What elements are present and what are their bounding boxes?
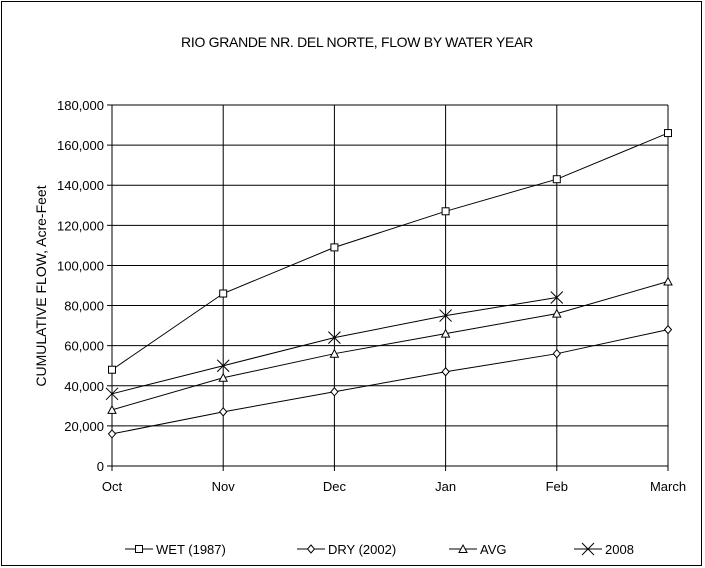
series-line	[111, 281, 669, 411]
y-tick-label: 120,000	[57, 218, 104, 233]
marker-square	[108, 365, 116, 374]
series-2	[107, 276, 673, 414]
marker-diamond	[306, 544, 316, 554]
marker-triangle	[663, 276, 673, 286]
x-tick-label: Jan	[435, 479, 456, 494]
marker-triangle	[551, 308, 562, 318]
y-tick-label: 40,000	[64, 379, 104, 394]
legend-item: AVG	[449, 542, 507, 557]
legend-label: WET (1987)	[156, 542, 226, 557]
marker-x	[581, 542, 595, 556]
series-3	[105, 291, 564, 401]
marker-x-stroke	[105, 387, 119, 401]
marker-x	[550, 291, 564, 304]
y-tick-label: 160,000	[57, 138, 104, 153]
series-0	[108, 129, 672, 374]
legend-item: DRY (2002)	[297, 542, 396, 557]
x-tick-label: Nov	[212, 479, 236, 494]
series-1	[107, 324, 673, 439]
marker-diamond	[330, 387, 339, 397]
x-tick-label: Feb	[546, 479, 568, 494]
legend-item: 2008	[574, 542, 634, 557]
marker-triangle	[107, 404, 117, 414]
marker-triangle	[458, 543, 468, 553]
marker-triangle	[440, 328, 451, 338]
y-axis-label: CUMULATIVE FLOW, Acre-Feet	[33, 185, 49, 386]
legend: WET (1987) DRY (2002) AVG 2008	[125, 542, 634, 557]
marker-square	[219, 289, 228, 298]
marker-diamond	[552, 348, 561, 359]
axes	[107, 104, 669, 471]
marker-triangle	[218, 372, 229, 382]
marker-square	[330, 243, 339, 252]
series-line	[111, 132, 669, 371]
gridlines	[112, 104, 669, 466]
y-tick-label: 140,000	[57, 178, 104, 193]
x-tick-label: Dec	[323, 479, 347, 494]
marker-x-stroke	[328, 331, 341, 344]
marker-x-stroke	[581, 542, 595, 556]
marker-diamond	[219, 407, 228, 417]
marker-x-stroke	[550, 291, 564, 304]
legend-label: DRY (2002)	[328, 542, 396, 557]
marker-x-stroke	[439, 309, 452, 322]
marker-x	[105, 387, 119, 401]
marker-x-stroke	[216, 359, 230, 373]
marker-square	[135, 545, 143, 553]
marker-diamond	[663, 324, 673, 335]
marker-diamond	[107, 429, 117, 439]
y-tick-label: 60,000	[64, 339, 104, 354]
x-tick-label: Oct	[102, 479, 123, 494]
legend-item: WET (1987)	[125, 542, 226, 557]
x-tick-label: March	[650, 479, 686, 494]
marker-triangle	[329, 348, 340, 358]
marker-x	[439, 309, 452, 322]
y-tick-label: 20,000	[64, 419, 104, 434]
marker-x	[328, 331, 341, 344]
marker-square	[552, 175, 561, 184]
y-tick-label: 180,000	[57, 98, 104, 113]
marker-square	[441, 207, 450, 216]
series-group	[105, 129, 673, 439]
y-tick-labels: 0 20,000 40,000 60,000 80,000 100,000 120,000 1…	[57, 98, 104, 474]
y-tick-label: 80,000	[64, 299, 104, 314]
y-tick-label: 100,000	[57, 258, 104, 273]
legend-label: AVG	[480, 542, 507, 557]
marker-diamond	[441, 366, 450, 377]
chart-title: RIO GRANDE NR. DEL NORTE, FLOW BY WATER …	[181, 34, 533, 50]
series-line	[111, 329, 669, 435]
x-tick-labels: Oct Nov Dec Jan Feb March	[102, 479, 686, 494]
marker-x	[216, 359, 230, 373]
y-tick-label: 0	[97, 459, 104, 474]
legend-label: 2008	[605, 542, 634, 557]
marker-square	[664, 129, 672, 138]
